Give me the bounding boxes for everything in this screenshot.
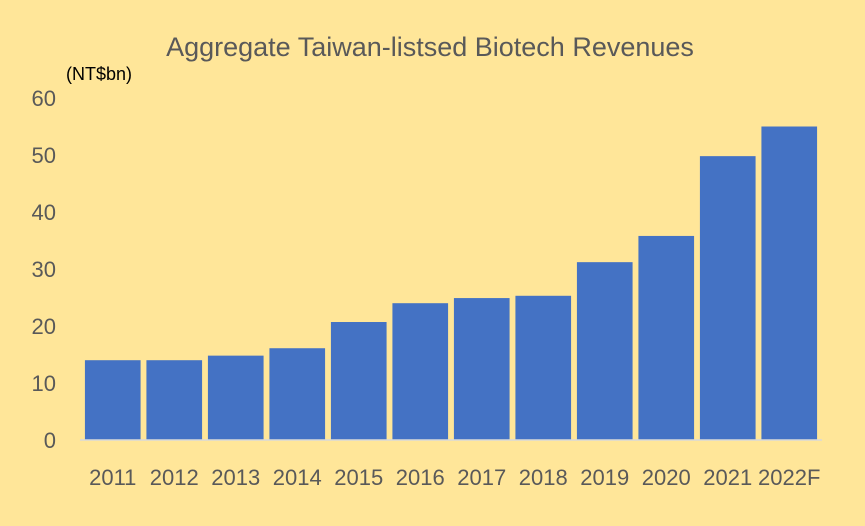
bar-2019 [576, 262, 633, 440]
y-tick-label: 60 [32, 86, 56, 111]
bar-series [84, 126, 818, 440]
x-tick-label: 2011 [89, 465, 136, 490]
x-tick-label: 2020 [642, 465, 691, 490]
x-tick-label: 2013 [211, 465, 260, 490]
x-tick-label: 2017 [457, 465, 506, 490]
y-tick-label: 40 [32, 200, 56, 225]
y-axis: 0 10 20 30 40 50 60 [32, 86, 56, 453]
bar-2020 [638, 235, 695, 440]
bar-2016 [392, 303, 449, 440]
y-tick-label: 20 [32, 314, 56, 339]
chart-title: Aggregate Taiwan-listsed Biotech Revenue… [166, 32, 694, 62]
y-axis-unit-label: (NT$bn) [66, 64, 132, 84]
bar-2011 [84, 360, 141, 440]
x-tick-label: 2019 [580, 465, 629, 490]
x-tick-label: 2016 [396, 465, 445, 490]
bar-2014 [269, 348, 326, 440]
bar-2017 [453, 298, 510, 440]
x-tick-label: 2018 [519, 465, 568, 490]
x-tick-label: 2014 [273, 465, 322, 490]
x-tick-label: 2022F [758, 465, 820, 490]
x-axis: 2011 2012 2013 2014 2015 2016 2017 2018 2019 2020… [89, 465, 820, 490]
y-tick-label: 10 [32, 371, 56, 396]
x-tick-label: 2021 [703, 465, 752, 490]
bar-2022F [761, 126, 818, 440]
y-tick-label: 30 [32, 257, 56, 282]
y-tick-label: 50 [32, 143, 56, 168]
bar-2021 [699, 156, 756, 440]
y-tick-label: 0 [44, 428, 56, 453]
bar-2018 [515, 295, 572, 440]
bar-2013 [207, 355, 264, 440]
bar-2015 [330, 322, 387, 440]
x-tick-label: 2012 [150, 465, 199, 490]
bar-2012 [146, 360, 203, 440]
x-tick-label: 2015 [334, 465, 383, 490]
